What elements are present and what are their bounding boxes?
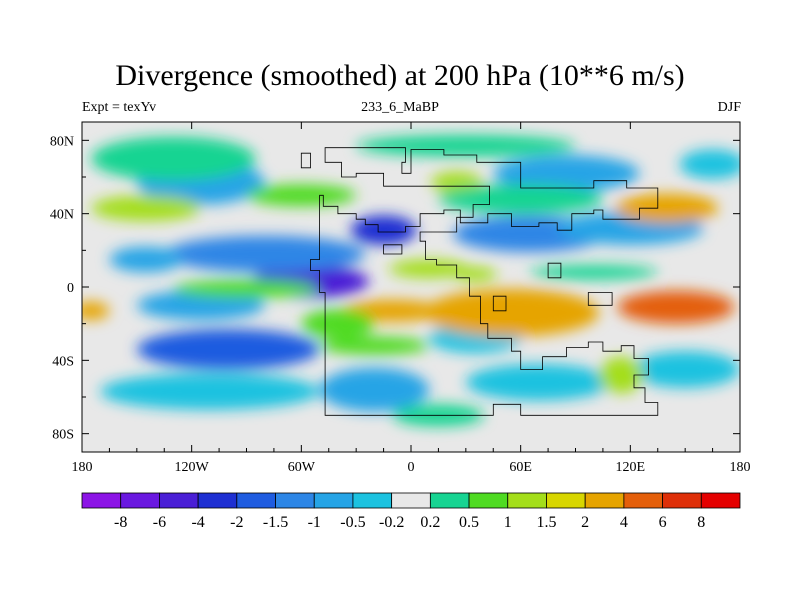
- colorbar-swatch: [429, 492, 470, 509]
- colorbar-swatch: [352, 492, 393, 509]
- outline-block: [587, 292, 613, 306]
- plot-area: [82, 122, 740, 452]
- colorbar-swatch: [468, 492, 509, 509]
- colorbar-label: -1: [308, 514, 321, 531]
- colorbar-label: 6: [659, 514, 667, 531]
- y-tick-label: 40N: [50, 208, 74, 223]
- colorbar-swatch: [197, 492, 238, 509]
- colorbar-swatch: [662, 492, 702, 509]
- x-tick-label: 0: [408, 460, 415, 475]
- x-tick-label: 120E: [616, 460, 646, 475]
- season-label: DJF: [717, 100, 741, 115]
- divergence-cell: [599, 356, 644, 394]
- colorbar-label: -8: [114, 514, 127, 531]
- divergence-cell: [438, 184, 603, 214]
- convergence-cell: [350, 215, 417, 245]
- y-tick-label: 40S: [52, 354, 74, 369]
- colorbar-swatch: [700, 492, 741, 509]
- colorbar-swatch: [81, 492, 122, 509]
- divergence-cell: [246, 184, 357, 207]
- colorbar-label: -4: [191, 514, 204, 531]
- x-tick-label: 180: [730, 460, 751, 475]
- y-tick-label: 80S: [52, 428, 74, 443]
- colorbar-label: 8: [697, 514, 705, 531]
- convergence-cell: [136, 329, 320, 370]
- colorbar-label: -1.5: [263, 514, 288, 531]
- colorbar-swatch: [584, 492, 625, 509]
- divergence-cell: [356, 134, 576, 157]
- convergence-cell: [679, 149, 740, 179]
- colorbar-label: -0.5: [340, 514, 365, 531]
- convergence-cell: [630, 351, 740, 388]
- colorbar-swatch: [120, 492, 160, 509]
- colorbar-label: 2: [581, 514, 589, 531]
- divergence-cell: [82, 301, 110, 320]
- colorbar-label: 1: [504, 514, 512, 531]
- y-tick-label: 80N: [50, 134, 74, 149]
- divergence-cell: [423, 288, 600, 337]
- divergence-cell: [389, 259, 470, 278]
- divergence-cell: [173, 279, 320, 298]
- continent-outline: [310, 147, 659, 416]
- divergence-cell: [529, 265, 658, 280]
- convergence-cell: [136, 290, 265, 320]
- experiment-label: Expt = texYv: [82, 100, 157, 115]
- x-tick-label: 60W: [288, 460, 316, 475]
- outline-block: [492, 295, 507, 312]
- colorbar-swatch: [313, 492, 354, 509]
- divergence-cell: [301, 309, 375, 339]
- y-tick-label: 0: [67, 281, 74, 296]
- colorbar-swatch: [391, 492, 431, 509]
- convergence-cell: [109, 246, 183, 273]
- run-label: 233_6_MaBP: [361, 100, 439, 115]
- convergence-cell: [100, 373, 320, 410]
- convergence-cell: [465, 364, 612, 401]
- outline-block: [300, 152, 311, 169]
- convergence-cell: [164, 235, 366, 273]
- colorbar-swatch: [623, 492, 663, 509]
- convergence-cell: [319, 367, 430, 412]
- colorbar-swatch: [275, 492, 315, 509]
- outline-block: [547, 262, 562, 279]
- colorbar-label: -2: [230, 514, 243, 531]
- divergence-cell: [615, 193, 719, 223]
- colorbar-label: 1.5: [536, 514, 556, 531]
- divergence-cell: [91, 136, 256, 181]
- divergence-cell: [453, 266, 497, 282]
- divergence-cell: [617, 290, 735, 324]
- colorbar-swatch: [507, 492, 547, 509]
- colorbar-swatch: [159, 492, 199, 509]
- x-tick-label: 180: [72, 460, 93, 475]
- outline-block: [383, 244, 403, 255]
- colorbar: -8 -6 -4 -2 -1.5 -1 -0.5 -0.2 0.2 0.5 1 1.5 2 4 6 8: [81, 492, 741, 531]
- colorbar-label: 4: [620, 514, 628, 531]
- axes: 180 120W 60W 0 60E 120E 180 80N 40N 0 40S 80S: [50, 121, 751, 475]
- divergence-cell: [319, 336, 430, 355]
- x-tick-label: 60E: [509, 460, 532, 475]
- chart-title: Divergence (smoothed) at 200 hPa (10**6 …: [115, 59, 685, 92]
- colorbar-label: -6: [153, 514, 166, 531]
- colorbar-label: 0.5: [459, 514, 479, 531]
- colorbar-swatch: [236, 492, 276, 509]
- convergence-cell: [493, 155, 640, 192]
- colorbar-label: -0.2: [379, 514, 404, 531]
- divergence-cell: [91, 195, 201, 221]
- colorbar-swatch: [546, 492, 586, 509]
- x-tick-label: 120W: [175, 460, 210, 475]
- colorbar-label: 0.2: [420, 514, 440, 531]
